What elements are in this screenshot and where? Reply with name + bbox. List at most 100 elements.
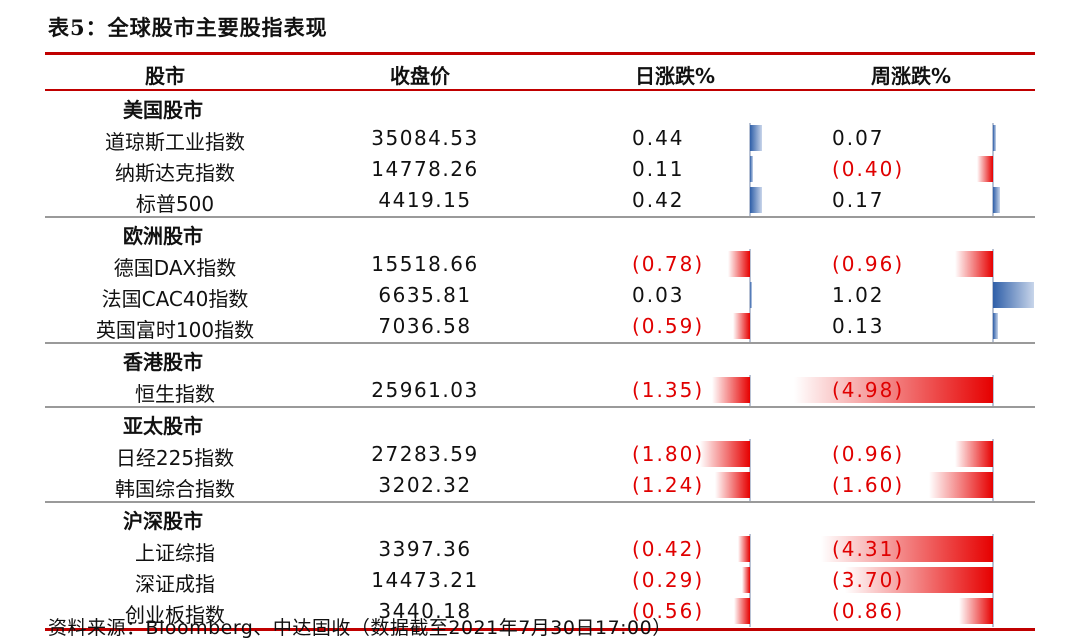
table-row: 恒生指数 25961.03 (1.35) (4.98): [45, 375, 1035, 406]
day-change-value: (0.59): [632, 314, 705, 338]
header-week-change: 周涨跌%: [871, 64, 952, 88]
close-price: 27283.59: [371, 442, 479, 466]
index-name: 深证成指: [135, 572, 215, 596]
day-change-bar: [750, 125, 763, 151]
day-bar-axis: [749, 375, 751, 406]
table-row: 上证综指 3397.36 (0.42) (4.31): [45, 534, 1035, 565]
day-change-bar: [699, 441, 750, 467]
section-divider: [45, 342, 1035, 344]
table-top-rule: [45, 52, 1035, 55]
week-change-value: (1.60): [832, 473, 905, 497]
week-change-value: (0.86): [832, 599, 905, 623]
section-divider: [45, 406, 1035, 408]
day-change-value: (1.24): [632, 473, 705, 497]
week-change-value: (4.98): [832, 378, 905, 402]
header-day-change: 日涨跌%: [635, 64, 716, 88]
group-title: 香港股市: [123, 350, 203, 374]
table-header: 股市 收盘价 日涨跌% 周涨跌%: [45, 56, 1035, 89]
header-rule: [45, 89, 1035, 91]
table-row: 德国DAX指数 15518.66 (0.78) (0.96): [45, 249, 1035, 280]
week-bar-axis: [992, 123, 994, 216]
week-change-value: 0.07: [832, 126, 885, 150]
close-price: 14473.21: [371, 568, 479, 592]
index-name: 恒生指数: [135, 382, 215, 406]
day-change-bar: [728, 251, 750, 277]
week-change-bar: [993, 125, 996, 151]
group-title: 沪深股市: [123, 509, 203, 533]
week-change-bar: [993, 313, 999, 339]
week-change-value: 0.17: [832, 188, 885, 212]
header-market: 股市: [145, 64, 185, 88]
table-row: 法国CAC40指数 6635.81 0.03 1.02: [45, 280, 1035, 311]
header-close: 收盘价: [390, 64, 450, 88]
week-change-value: (3.70): [832, 568, 905, 592]
day-change-bar: [750, 187, 762, 213]
table-row: 标普500 4419.15 0.42 0.17: [45, 185, 1035, 216]
index-name: 创业板指数: [125, 603, 225, 627]
day-change-value: (0.29): [632, 568, 705, 592]
week-change-bar: [993, 282, 1034, 308]
index-name: 韩国综合指数: [115, 477, 235, 501]
close-price: 35084.53: [371, 126, 479, 150]
day-change-bar: [733, 313, 750, 339]
day-change-value: (0.42): [632, 537, 705, 561]
group-title: 亚太股市: [123, 414, 203, 438]
index-name: 纳斯达克指数: [115, 161, 235, 185]
day-change-bar: [750, 282, 752, 308]
close-price: 4419.15: [378, 188, 472, 212]
close-price: 14778.26: [371, 157, 479, 181]
table-row: 纳斯达克指数 14778.26 0.11 (0.40): [45, 154, 1035, 185]
index-name: 德国DAX指数: [113, 256, 237, 280]
index-name: 上证综指: [135, 541, 215, 565]
day-change-value: 0.03: [632, 283, 685, 307]
table-row: 韩国综合指数 3202.32 (1.24) (1.60): [45, 470, 1035, 501]
week-change-bar: [993, 187, 1000, 213]
week-change-bar: [929, 472, 993, 498]
day-bar-axis: [749, 534, 751, 627]
table-title: 表5：全球股市主要股指表现: [48, 15, 328, 40]
section-divider: [45, 501, 1035, 503]
table-row: 道琼斯工业指数 35084.53 0.44 0.07: [45, 123, 1035, 154]
index-name: 法国CAC40指数: [101, 287, 249, 311]
week-change-value: (0.96): [832, 252, 905, 276]
day-change-bar: [715, 472, 750, 498]
group-title: 美国股市: [123, 98, 203, 122]
day-change-value: (1.35): [632, 378, 705, 402]
day-change-value: (0.56): [632, 599, 705, 623]
week-bar-axis: [992, 439, 994, 501]
group-title: 欧洲股市: [123, 224, 203, 248]
day-change-bar: [741, 567, 750, 593]
section-divider: [45, 216, 1035, 218]
day-bar-axis: [749, 439, 751, 501]
table-bottom-rule: [45, 628, 1035, 631]
week-change-bar: [845, 567, 993, 593]
day-change-value: 0.42: [632, 188, 685, 212]
table-row: 创业板指数 3440.18 (0.56) (0.86): [45, 596, 1035, 627]
close-price: 7036.58: [378, 314, 472, 338]
close-price: 3202.32: [378, 473, 472, 497]
day-change-value: 0.11: [632, 157, 685, 181]
day-change-value: 0.44: [632, 126, 685, 150]
index-name: 道琼斯工业指数: [105, 130, 245, 154]
table-row: 深证成指 14473.21 (0.29) (3.70): [45, 565, 1035, 596]
close-price: 3440.18: [378, 599, 472, 623]
index-name: 日经225指数: [115, 446, 235, 470]
week-change-value: 1.02: [832, 283, 885, 307]
week-change-bar: [793, 377, 993, 403]
day-change-value: (1.80): [632, 442, 705, 466]
week-change-value: (0.96): [832, 442, 905, 466]
week-bar-axis: [992, 375, 994, 406]
day-change-bar: [712, 377, 750, 403]
day-change-bar: [738, 536, 750, 562]
day-change-bar: [734, 598, 750, 624]
day-change-value: (0.78): [632, 252, 705, 276]
table-row: 日经225指数 27283.59 (1.80) (0.96): [45, 439, 1035, 470]
week-change-bar: [958, 598, 993, 624]
table-row: 英国富时100指数 7036.58 (0.59) 0.13: [45, 311, 1035, 342]
week-change-bar: [820, 536, 993, 562]
close-price: 25961.03: [371, 378, 479, 402]
week-bar-axis: [992, 534, 994, 627]
week-change-value: (4.31): [832, 537, 905, 561]
index-name: 英国富时100指数: [95, 318, 255, 342]
week-change-value: (0.40): [832, 157, 905, 181]
